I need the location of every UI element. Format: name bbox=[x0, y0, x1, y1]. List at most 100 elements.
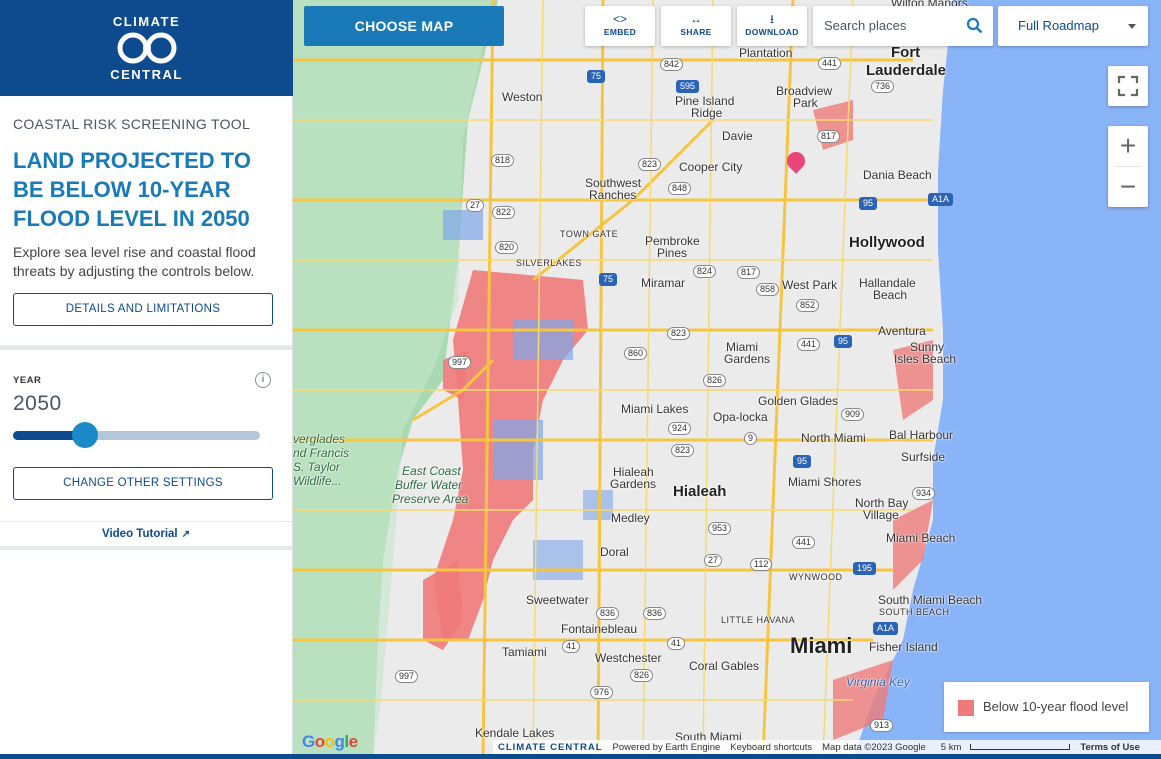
download-button[interactable]: ⭳ DOWNLOAD bbox=[737, 6, 807, 46]
map-label-wildlife: Wildlife... bbox=[293, 474, 342, 488]
fullscreen-button[interactable] bbox=[1108, 66, 1148, 106]
search-box[interactable] bbox=[813, 6, 993, 46]
details-and-limitations-button[interactable]: DETAILS AND LIMITATIONS bbox=[13, 293, 273, 326]
route-shield: 848 bbox=[668, 182, 692, 195]
section-divider bbox=[0, 345, 292, 350]
map-type-value: Full Roadmap bbox=[1018, 18, 1099, 33]
embed-button[interactable]: <> EMBED bbox=[585, 6, 655, 46]
route-shield: 913 bbox=[870, 719, 894, 732]
map-label-wynwood: WYNWOOD bbox=[789, 572, 843, 582]
route-shield: 441 bbox=[797, 338, 821, 351]
map-label-cooper-city: Cooper City bbox=[679, 160, 743, 174]
route-shield: 75 bbox=[599, 273, 618, 286]
map-basemap bbox=[293, 0, 1161, 759]
route-shield: 95 bbox=[793, 455, 812, 468]
logo-circles-icon bbox=[111, 32, 183, 64]
map-label-everglades: verglades bbox=[293, 432, 346, 446]
change-other-settings-button[interactable]: CHANGE OTHER SETTINGS bbox=[13, 467, 273, 500]
chevron-down-icon bbox=[1128, 24, 1136, 29]
bottom-accent-bar bbox=[0, 754, 1161, 759]
page-title: LAND PROJECTED TO BE BELOW 10-YEAR FLOOD… bbox=[13, 148, 251, 231]
slider-track[interactable] bbox=[13, 431, 260, 440]
download-label: DOWNLOAD bbox=[745, 27, 799, 37]
legend-swatch bbox=[958, 699, 974, 716]
map-label-north-bay: North Bay bbox=[855, 496, 909, 510]
route-shield: 95 bbox=[834, 335, 853, 348]
map-label-kendale-lakes: Kendale Lakes bbox=[475, 726, 555, 740]
map-label-coral-gables: Coral Gables bbox=[689, 659, 760, 673]
route-shield: 826 bbox=[630, 669, 654, 682]
footer-powered-by[interactable]: Powered by Earth Engine bbox=[612, 741, 721, 753]
map-label-pines: Pines bbox=[657, 246, 688, 260]
map-label-hollywood: Hollywood bbox=[849, 234, 925, 251]
zoom-in-button[interactable]: + bbox=[1119, 130, 1137, 161]
footer-keyboard-shortcuts[interactable]: Keyboard shortcuts bbox=[730, 741, 813, 753]
route-shield: 852 bbox=[796, 299, 820, 312]
map-type-select[interactable]: Full Roadmap bbox=[998, 6, 1148, 46]
map-label-miami-lakes: Miami Lakes bbox=[621, 402, 689, 416]
download-icon: ⭳ bbox=[769, 12, 775, 26]
map-label-ridge: Ridge bbox=[691, 106, 723, 120]
search-icon[interactable] bbox=[966, 17, 983, 34]
climate-central-logo[interactable]: CLIMATE CENTRAL bbox=[0, 0, 293, 96]
route-shield: 997 bbox=[395, 670, 419, 683]
route-shield: 836 bbox=[596, 607, 620, 620]
map-label-fontainebleau: Fontainebleau bbox=[561, 622, 638, 636]
google-logo: Google bbox=[302, 732, 358, 751]
share-icon: ↔ bbox=[690, 12, 702, 26]
map-label-hialeah-gardens: Gardens bbox=[610, 477, 657, 491]
map-label-lauderdale: Lauderdale bbox=[866, 62, 947, 79]
map-label-pine-island: Pine Island bbox=[675, 94, 735, 108]
map-label-fisher-island: Fisher Island bbox=[869, 640, 938, 654]
tool-name: COASTAL RISK SCREENING TOOL bbox=[13, 116, 251, 132]
map-label-gardens: Gardens bbox=[724, 352, 771, 366]
route-shield: 817 bbox=[737, 266, 761, 279]
map-label-wilton-manors: Wilton Manors bbox=[891, 0, 968, 10]
route-shield: 9 bbox=[744, 432, 758, 445]
year-slider[interactable] bbox=[13, 422, 260, 448]
video-tutorial-link[interactable]: Video Tutorial ↗ bbox=[0, 521, 292, 546]
route-shield: 27 bbox=[466, 199, 485, 212]
search-input[interactable] bbox=[813, 6, 953, 44]
route-shield: A1A bbox=[873, 622, 899, 635]
map-label-north-miami: North Miami bbox=[801, 431, 866, 445]
footer-terms-link[interactable]: Terms of Use bbox=[1080, 741, 1140, 753]
map-label-hialeah-label: Hialeah bbox=[613, 465, 654, 479]
legend-label: Below 10-year flood level bbox=[983, 699, 1129, 714]
slider-thumb[interactable] bbox=[71, 422, 98, 448]
route-shield: 441 bbox=[792, 536, 816, 549]
logo-line-1: CLIMATE bbox=[112, 14, 181, 29]
route-shield: 823 bbox=[638, 158, 662, 171]
map-label-weston: Weston bbox=[502, 90, 543, 104]
route-shield: 860 bbox=[624, 347, 648, 360]
map-label-francis: nd Francis bbox=[293, 446, 350, 460]
map-label-opa-locka: Opa-locka bbox=[713, 410, 768, 424]
zoom-control: + − bbox=[1108, 126, 1148, 207]
video-tutorial-label: Video Tutorial bbox=[102, 528, 178, 540]
map-label-aventura: Aventura bbox=[878, 324, 926, 338]
info-icon[interactable]: i bbox=[255, 372, 271, 388]
zoom-out-button[interactable]: − bbox=[1119, 171, 1137, 202]
map-canvas[interactable]: Wilton Manors Fort Lauderdale Weston Pla… bbox=[293, 0, 1161, 759]
description-text: Explore sea level rise and coastal flood… bbox=[13, 244, 256, 279]
map-label-buffer-water: Buffer Water bbox=[395, 478, 463, 492]
route-shield: 823 bbox=[667, 327, 691, 340]
map-label-medley: Medley bbox=[611, 511, 650, 525]
choose-map-button[interactable]: CHOOSE MAP bbox=[304, 6, 504, 46]
map-label-isles-beach: Isles Beach bbox=[894, 352, 957, 366]
map-label-surfside: Surfside bbox=[901, 450, 946, 464]
zoom-divider bbox=[1114, 166, 1142, 167]
sidebar: CLIMATE CENTRAL COASTAL RISK SCREENING T… bbox=[0, 0, 293, 759]
map-label-fort: Fort bbox=[891, 44, 921, 61]
footer-brand[interactable]: CLIMATE CENTRAL bbox=[498, 741, 603, 753]
fullscreen-icon bbox=[1117, 75, 1139, 97]
route-shield: 976 bbox=[590, 686, 614, 699]
share-button[interactable]: ↔ SHARE bbox=[661, 6, 731, 46]
route-shield: 820 bbox=[495, 241, 519, 254]
map-label-miramar: Miramar bbox=[641, 276, 685, 290]
map-label-east-coast: East Coast bbox=[402, 464, 461, 478]
map-label-miami-shores: Miami Shores bbox=[788, 475, 862, 489]
map-label-village: Village bbox=[863, 508, 899, 522]
map-label-west-park: West Park bbox=[782, 278, 838, 292]
